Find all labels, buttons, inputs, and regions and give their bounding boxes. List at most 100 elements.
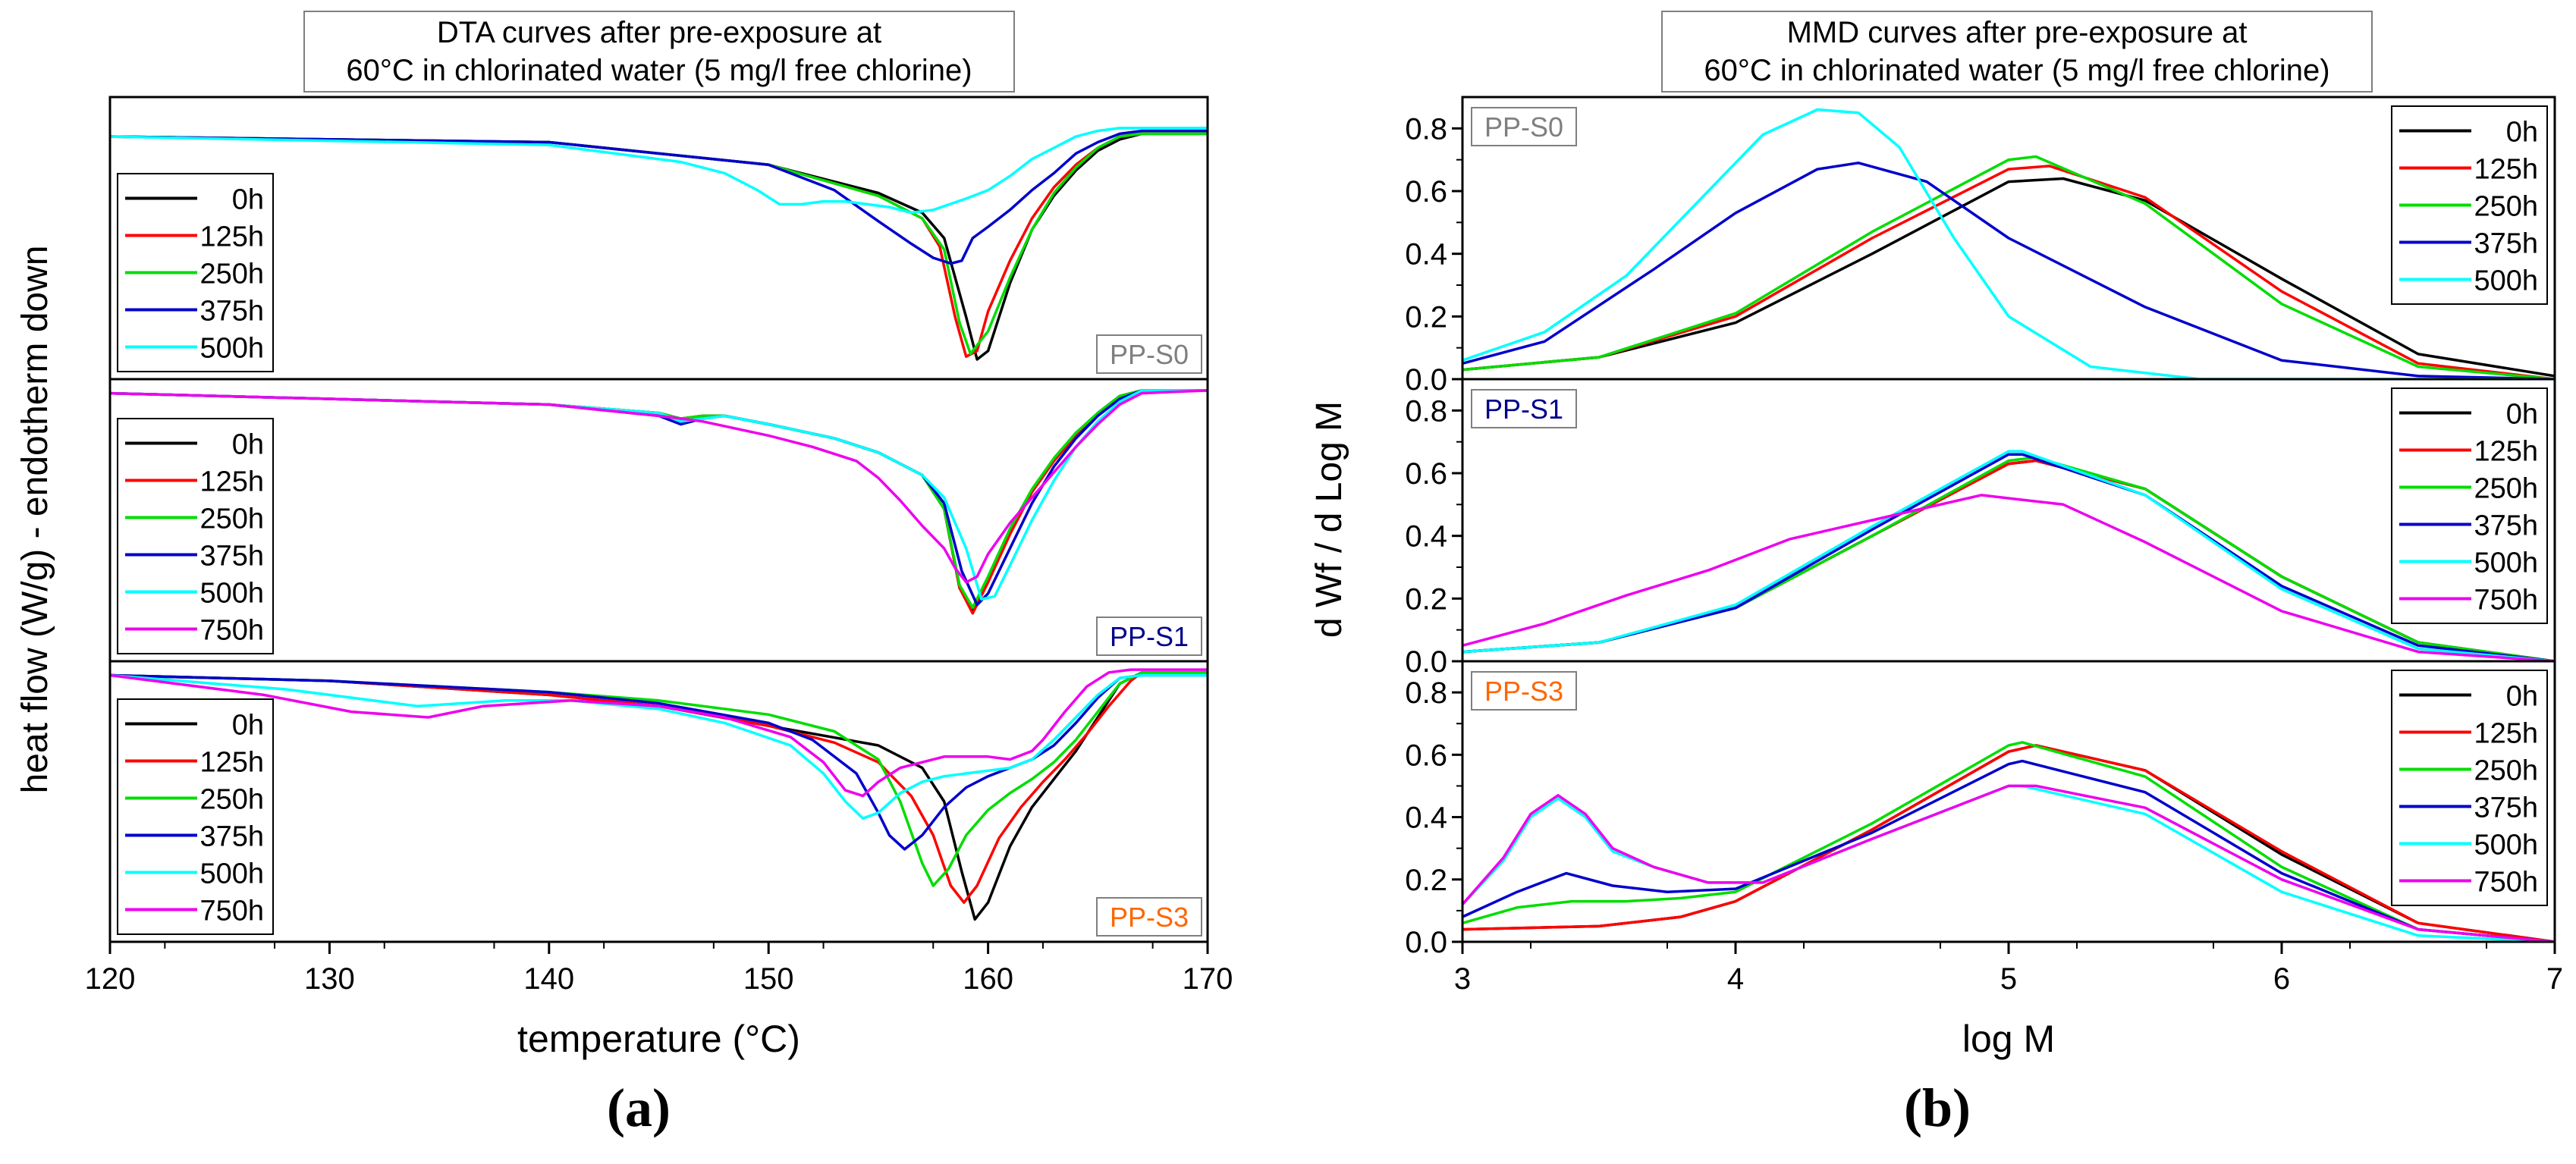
legend-label-0h: 0h <box>2506 681 2538 713</box>
series-line-250h <box>1462 155 2555 379</box>
y-tick-label: 0.0 <box>1405 645 1447 679</box>
series-line-500h <box>1462 108 2555 379</box>
tag-box <box>1096 617 1202 656</box>
y-tick-label: 0.0 <box>1405 363 1447 397</box>
legend-label-125h: 125h <box>199 747 264 779</box>
legend-label-125h: 125h <box>2474 718 2538 750</box>
series-group <box>1462 741 2555 942</box>
legend-label-375h: 375h <box>199 821 264 853</box>
tag-box <box>1471 107 1577 146</box>
subplot-tag: PP-S1 <box>1484 394 1563 425</box>
subplot-tag: PP-S3 <box>1484 676 1563 707</box>
legend-label-750h: 750h <box>2474 867 2538 899</box>
panel-a-label: (a) <box>607 1078 671 1138</box>
legend: 0h 125h 250h 375h 500h 750h <box>2391 387 2548 624</box>
series-line-125h <box>110 132 1208 358</box>
legend-label-125h: 125h <box>2474 436 2538 468</box>
series-group <box>110 127 1208 361</box>
series-line-750h <box>1462 784 2555 942</box>
y-tick-label: 0.2 <box>1405 582 1447 616</box>
x-tick-label: 150 <box>743 962 794 996</box>
legend: 0h 125h 250h 375h 500h 750h <box>117 698 274 935</box>
legend-label-125h: 125h <box>199 221 264 253</box>
subplot-pp-s1: 0.0 0.2 0.4 0.6 0.8 0h 125h 250h 375h 500h 750h PP-… <box>1405 378 2556 679</box>
mmd-title-box: MMD curves after pre-exposure at 60°C in… <box>1661 11 2373 93</box>
series-line-250h <box>1462 741 2555 942</box>
subplot-pp-s3: 0.0 0.2 0.4 0.6 0.8 0h 125h 250h 375h 500h 750h PP-… <box>1405 660 2556 959</box>
dta-title-box: DTA curves after pre-exposure at 60°C in… <box>303 11 1015 93</box>
mmd-title-line-2: 60°C in chlorinated water (5 mg/l free c… <box>1704 54 2330 87</box>
legend-label-500h: 500h <box>199 858 264 890</box>
y-tick-label: 0.0 <box>1405 926 1447 959</box>
legend-label-250h: 250h <box>199 784 264 816</box>
x-axis-label: temperature (°C) <box>517 1018 800 1060</box>
series-line-0h <box>110 132 1208 361</box>
x-tick-label: 140 <box>523 962 574 996</box>
legend-label-0h: 0h <box>2506 117 2538 149</box>
x-tick-label: 7 <box>2546 962 2563 996</box>
y-axis-label: d Wf / d Log M <box>1309 401 1349 638</box>
series-line-500h <box>1462 450 2555 661</box>
legend: 0h 125h 250h 375h 500h 750h <box>117 418 274 654</box>
y-axis-label: heat flow (W/g) - endotherm down <box>15 246 55 794</box>
series-group <box>110 389 1208 615</box>
legend-label-750h: 750h <box>2474 585 2538 617</box>
tag-box <box>1471 389 1577 428</box>
series-line-250h <box>110 389 1208 610</box>
legend-label-250h: 250h <box>199 259 264 290</box>
series-line-250h <box>110 671 1208 887</box>
legend-label-0h: 0h <box>232 184 264 216</box>
legend-label-500h: 500h <box>2474 265 2538 297</box>
series-group <box>1462 108 2555 379</box>
dta-title-line-2: 60°C in chlorinated water (5 mg/l free c… <box>346 54 972 87</box>
subplot-pp-s0: 0h 125h 250h 375h 500h PP-S0 <box>108 96 1209 381</box>
legend-label-0h: 0h <box>232 710 264 742</box>
chart-mmd: 0.00.20.40.60.8 0h125h250h375h500hPP-S00.… <box>1309 96 2563 1060</box>
series-line-750h <box>110 389 1208 584</box>
series-line-375h <box>110 673 1208 851</box>
x-tick-label: 170 <box>1183 962 1233 996</box>
legend: 0h 125h 250h 375h 500h <box>2391 105 2548 305</box>
legend-box <box>117 698 274 935</box>
x-tick-label: 160 <box>963 962 1013 996</box>
chart-dta: 0h 125h 250h 375h 500h PP-S0 0h 125h 250h 375h 500… <box>15 96 1233 1060</box>
y-tick-label: 0.6 <box>1405 457 1447 491</box>
y-tick-label: 0.4 <box>1405 238 1447 271</box>
tag-box <box>1096 897 1202 937</box>
y-tick-label: 0.6 <box>1405 175 1447 209</box>
legend-box <box>117 418 274 654</box>
y-tick-label: 0.8 <box>1405 394 1447 428</box>
x-tick-label: 120 <box>85 962 136 996</box>
y-tick-label: 0.2 <box>1405 864 1447 897</box>
legend: 0h 125h 250h 375h 500h 750h <box>2391 670 2548 906</box>
legend-label-375h: 375h <box>2474 510 2538 542</box>
series-line-375h <box>110 389 1208 607</box>
subplot-frame <box>108 660 1209 943</box>
legend-label-500h: 500h <box>199 578 264 610</box>
series-line-375h <box>1462 162 2555 379</box>
subplot-tag: PP-S3 <box>1110 902 1189 933</box>
legend-label-500h: 500h <box>2474 547 2538 579</box>
legend-label-375h: 375h <box>199 296 264 328</box>
legend-label-750h: 750h <box>199 896 264 927</box>
subplot-pp-s0: 0.0 0.2 0.4 0.6 0.8 0h 125h 250h 375h 500h PP-S0 <box>1405 96 2556 397</box>
legend-label-250h: 250h <box>2474 755 2538 787</box>
legend-label-500h: 500h <box>199 333 264 365</box>
series-line-375h <box>110 129 1208 265</box>
x-tick-label: 4 <box>1727 962 1744 996</box>
legend: 0h 125h 250h 375h 500h <box>117 173 274 372</box>
x-tick-label: 6 <box>2273 962 2290 996</box>
legend-label-375h: 375h <box>2474 228 2538 260</box>
panel-b-label: (b) <box>1904 1078 1971 1138</box>
legend-label-250h: 250h <box>199 504 264 535</box>
x-tick-label: 3 <box>1454 962 1471 996</box>
subplot-tag: PP-S1 <box>1110 621 1189 652</box>
legend-label-125h: 125h <box>2474 154 2538 186</box>
series-line-125h <box>1462 744 2555 942</box>
subplot-pp-s1: 0h 125h 250h 375h 500h 750h PP-S1 <box>108 378 1209 663</box>
x-axis-label: log M <box>1962 1018 2055 1060</box>
legend-label-0h: 0h <box>2506 399 2538 431</box>
legend-label-375h: 375h <box>199 541 264 573</box>
